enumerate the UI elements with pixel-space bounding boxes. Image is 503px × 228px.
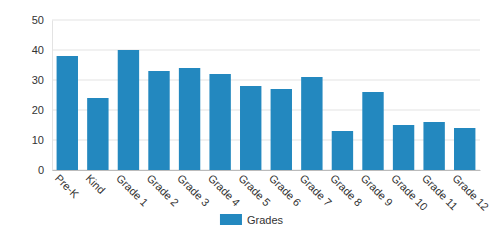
legend-label: Grades [247,214,284,226]
grid [52,20,480,170]
bar [87,98,108,170]
grid-line [52,110,480,111]
grid-line [52,140,480,141]
x-tick-label: Grade 6 [267,172,304,209]
x-tick: Pre-K [53,170,82,201]
x-axis-line [53,170,481,171]
x-tick-label: Grade 5 [236,172,273,209]
bar [240,86,261,170]
y-tick-label: 0 [38,164,44,176]
y-tick-label: 40 [32,44,44,56]
plot: 01020304050Pre-KKindGrade 1Grade 2Grade … [32,14,492,213]
x-tick-label: Grade 1 [114,172,151,209]
y-tick-label: 20 [32,104,44,116]
x-tick: Grade 8 [328,170,365,208]
y-tick: 30 [32,74,52,86]
x-tick: Grade 7 [297,170,334,208]
y-axis: 0 10 20 30 40 50 [32,14,53,176]
x-tick: Grade 3 [175,170,212,208]
y-tick-label: 10 [32,134,44,146]
x-tick-label: Grade 12 [450,172,491,213]
x-tick-label: Grade 7 [297,172,334,209]
legend: Grades [220,214,284,226]
bar [209,74,230,170]
y-tick: 10 [32,134,52,146]
y-tick: 50 [32,14,52,26]
legend-swatch [220,214,242,225]
bar [271,89,292,170]
x-tick: Grade 4 [206,170,243,208]
chart: 01020304050Pre-KKindGrade 1Grade 2Grade … [0,0,503,228]
y-tick-label: 50 [32,14,44,26]
bar [423,122,444,170]
x-axis: Pre-KKindGrade 1Grade 2Grade 3Grade 4Gra… [53,170,492,213]
bar [454,128,475,170]
x-tick: Grade 1 [114,170,151,208]
bar [301,77,322,170]
x-tick-label: Grade 4 [206,172,243,209]
bars [57,50,476,170]
x-tick-label: Grade 2 [145,172,182,209]
x-tick-label: Grade 9 [359,172,396,209]
bar [332,131,353,170]
bar [179,68,200,170]
x-tick-label: Kind [83,172,107,196]
grid-line [52,20,480,21]
x-tick: Grade 12 [450,170,491,213]
y-tick-label: 30 [32,74,44,86]
bar [148,71,169,170]
x-tick-label: Grade 3 [175,172,212,209]
x-tick-label: Grade 8 [328,172,365,209]
y-tick: 40 [32,44,52,56]
y-axis-line [52,21,53,171]
y-tick: 0 [38,164,52,176]
x-tick: Grade 9 [359,170,396,208]
bar [57,56,78,170]
x-tick: Grade 5 [236,170,273,208]
grid-line [52,80,480,81]
bar [362,92,383,170]
x-tick: Kind [83,170,107,196]
x-tick: Grade 6 [267,170,304,208]
grid-line [52,50,480,51]
bar [118,50,139,170]
bar [393,125,414,170]
y-tick: 20 [32,104,52,116]
x-tick: Grade 2 [145,170,182,208]
grid-line [52,170,480,171]
x-tick-label: Pre-K [53,172,82,201]
